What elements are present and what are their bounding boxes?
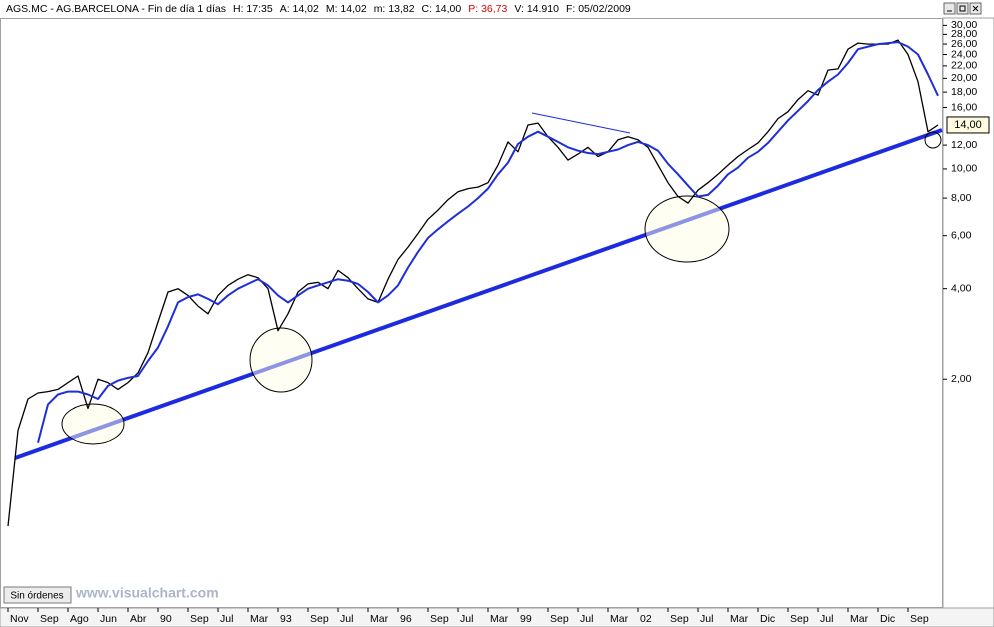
x-tick-label: Jul	[340, 613, 353, 625]
y-tick-label: 30,00	[951, 19, 977, 31]
y-tick-label: 24,00	[951, 48, 977, 60]
x-tick-label: Dic	[880, 613, 895, 625]
y-tick-label: 26,00	[951, 38, 977, 50]
header: AGS.MC - AG.BARCELONA - Fin de día 1 día…	[6, 3, 631, 15]
highlight-ellipse	[249, 327, 313, 393]
plot-frame	[0, 18, 943, 608]
orders-button-label: Sin órdenes	[10, 591, 63, 602]
highlight-ellipse	[61, 403, 125, 445]
header-field: AGS.MC - AG.BARCELONA - Fin de día 1 día…	[6, 3, 226, 15]
y-tick-label: 6,00	[951, 229, 972, 241]
restore-button[interactable]	[956, 2, 969, 15]
x-tick-label: Ago	[70, 613, 89, 625]
x-tick-label: Jul	[580, 613, 593, 625]
header-field: A: 14,02	[280, 3, 319, 15]
x-tick-label: Sep	[790, 613, 809, 625]
x-tick-label: Mar	[850, 613, 869, 625]
header-field: M: 14,02	[326, 3, 367, 15]
x-tick-label: Sep	[910, 613, 929, 625]
y-tick-label: 16,00	[951, 101, 977, 113]
y-tick-label: 2,00	[951, 373, 972, 385]
x-tick-label: Nov	[10, 613, 29, 625]
header-field: F: 05/02/2009	[566, 3, 631, 15]
trend-line	[14, 128, 943, 460]
x-tick-label: 02	[640, 613, 652, 625]
last-value-box	[946, 116, 990, 134]
series-line	[37, 41, 939, 444]
orders-button[interactable]	[3, 586, 72, 604]
x-tick-label: Jul	[700, 613, 713, 625]
x-tick-label: Sep	[40, 613, 59, 625]
x-tick-label: Abr	[130, 613, 147, 625]
x-tick-label: Sep	[310, 613, 329, 625]
x-tick-label: Mar	[250, 613, 269, 625]
x-tick-label: 90	[160, 613, 172, 625]
header-field: H: 17:35	[233, 3, 273, 15]
header-field: m: 13,82	[374, 3, 415, 15]
minimize-button[interactable]	[943, 2, 956, 15]
x-tick-label: 93	[280, 613, 292, 625]
y-tick-label: 12,00	[951, 139, 977, 151]
x-tick-label: Jul	[460, 613, 473, 625]
x-tick-label: Sep	[190, 613, 209, 625]
y-tick-label: 18,00	[951, 86, 977, 98]
x-tick-label: 99	[520, 613, 532, 625]
watermark: www.visualchart.com	[75, 585, 219, 601]
x-tick-label: Mar	[730, 613, 749, 625]
x-tick-label: Sep	[670, 613, 689, 625]
x-tick-label: Mar	[490, 613, 509, 625]
y-tick-label: 10,00	[951, 163, 977, 175]
header-field: P: 36,73	[468, 3, 507, 15]
x-tick-label: Sep	[550, 613, 569, 625]
x-axis-panel	[0, 607, 994, 627]
x-tick-label: Jul	[220, 613, 233, 625]
icon	[972, 5, 979, 12]
y-tick-label: 4,00	[951, 282, 972, 294]
icon	[959, 5, 966, 12]
y-tick-label: 22,00	[951, 60, 977, 72]
y-tick-label: 20,00	[951, 72, 977, 84]
x-tick-label: Sep	[430, 613, 449, 625]
header-field: V: 14.910	[514, 3, 559, 15]
window-buttons	[943, 2, 982, 15]
x-tick-label: Mar	[370, 613, 389, 625]
header-field: C: 14,00	[422, 3, 462, 15]
highlight-ellipse	[924, 131, 942, 149]
highlight-ellipse	[644, 195, 730, 263]
y-tick-label: 8,00	[951, 192, 972, 204]
x-tick-label: 96	[400, 613, 412, 625]
series-line	[7, 39, 939, 527]
y-tick-label: 28,00	[951, 28, 977, 40]
x-tick-label: Jul	[820, 613, 833, 625]
x-tick-label: Mar	[610, 613, 629, 625]
x-tick-label: Dic	[760, 613, 775, 625]
last-value-label: 14,00	[954, 119, 982, 131]
series-layer	[7, 39, 939, 527]
resistance-line	[531, 112, 631, 134]
x-tick-label: Jun	[100, 613, 117, 625]
